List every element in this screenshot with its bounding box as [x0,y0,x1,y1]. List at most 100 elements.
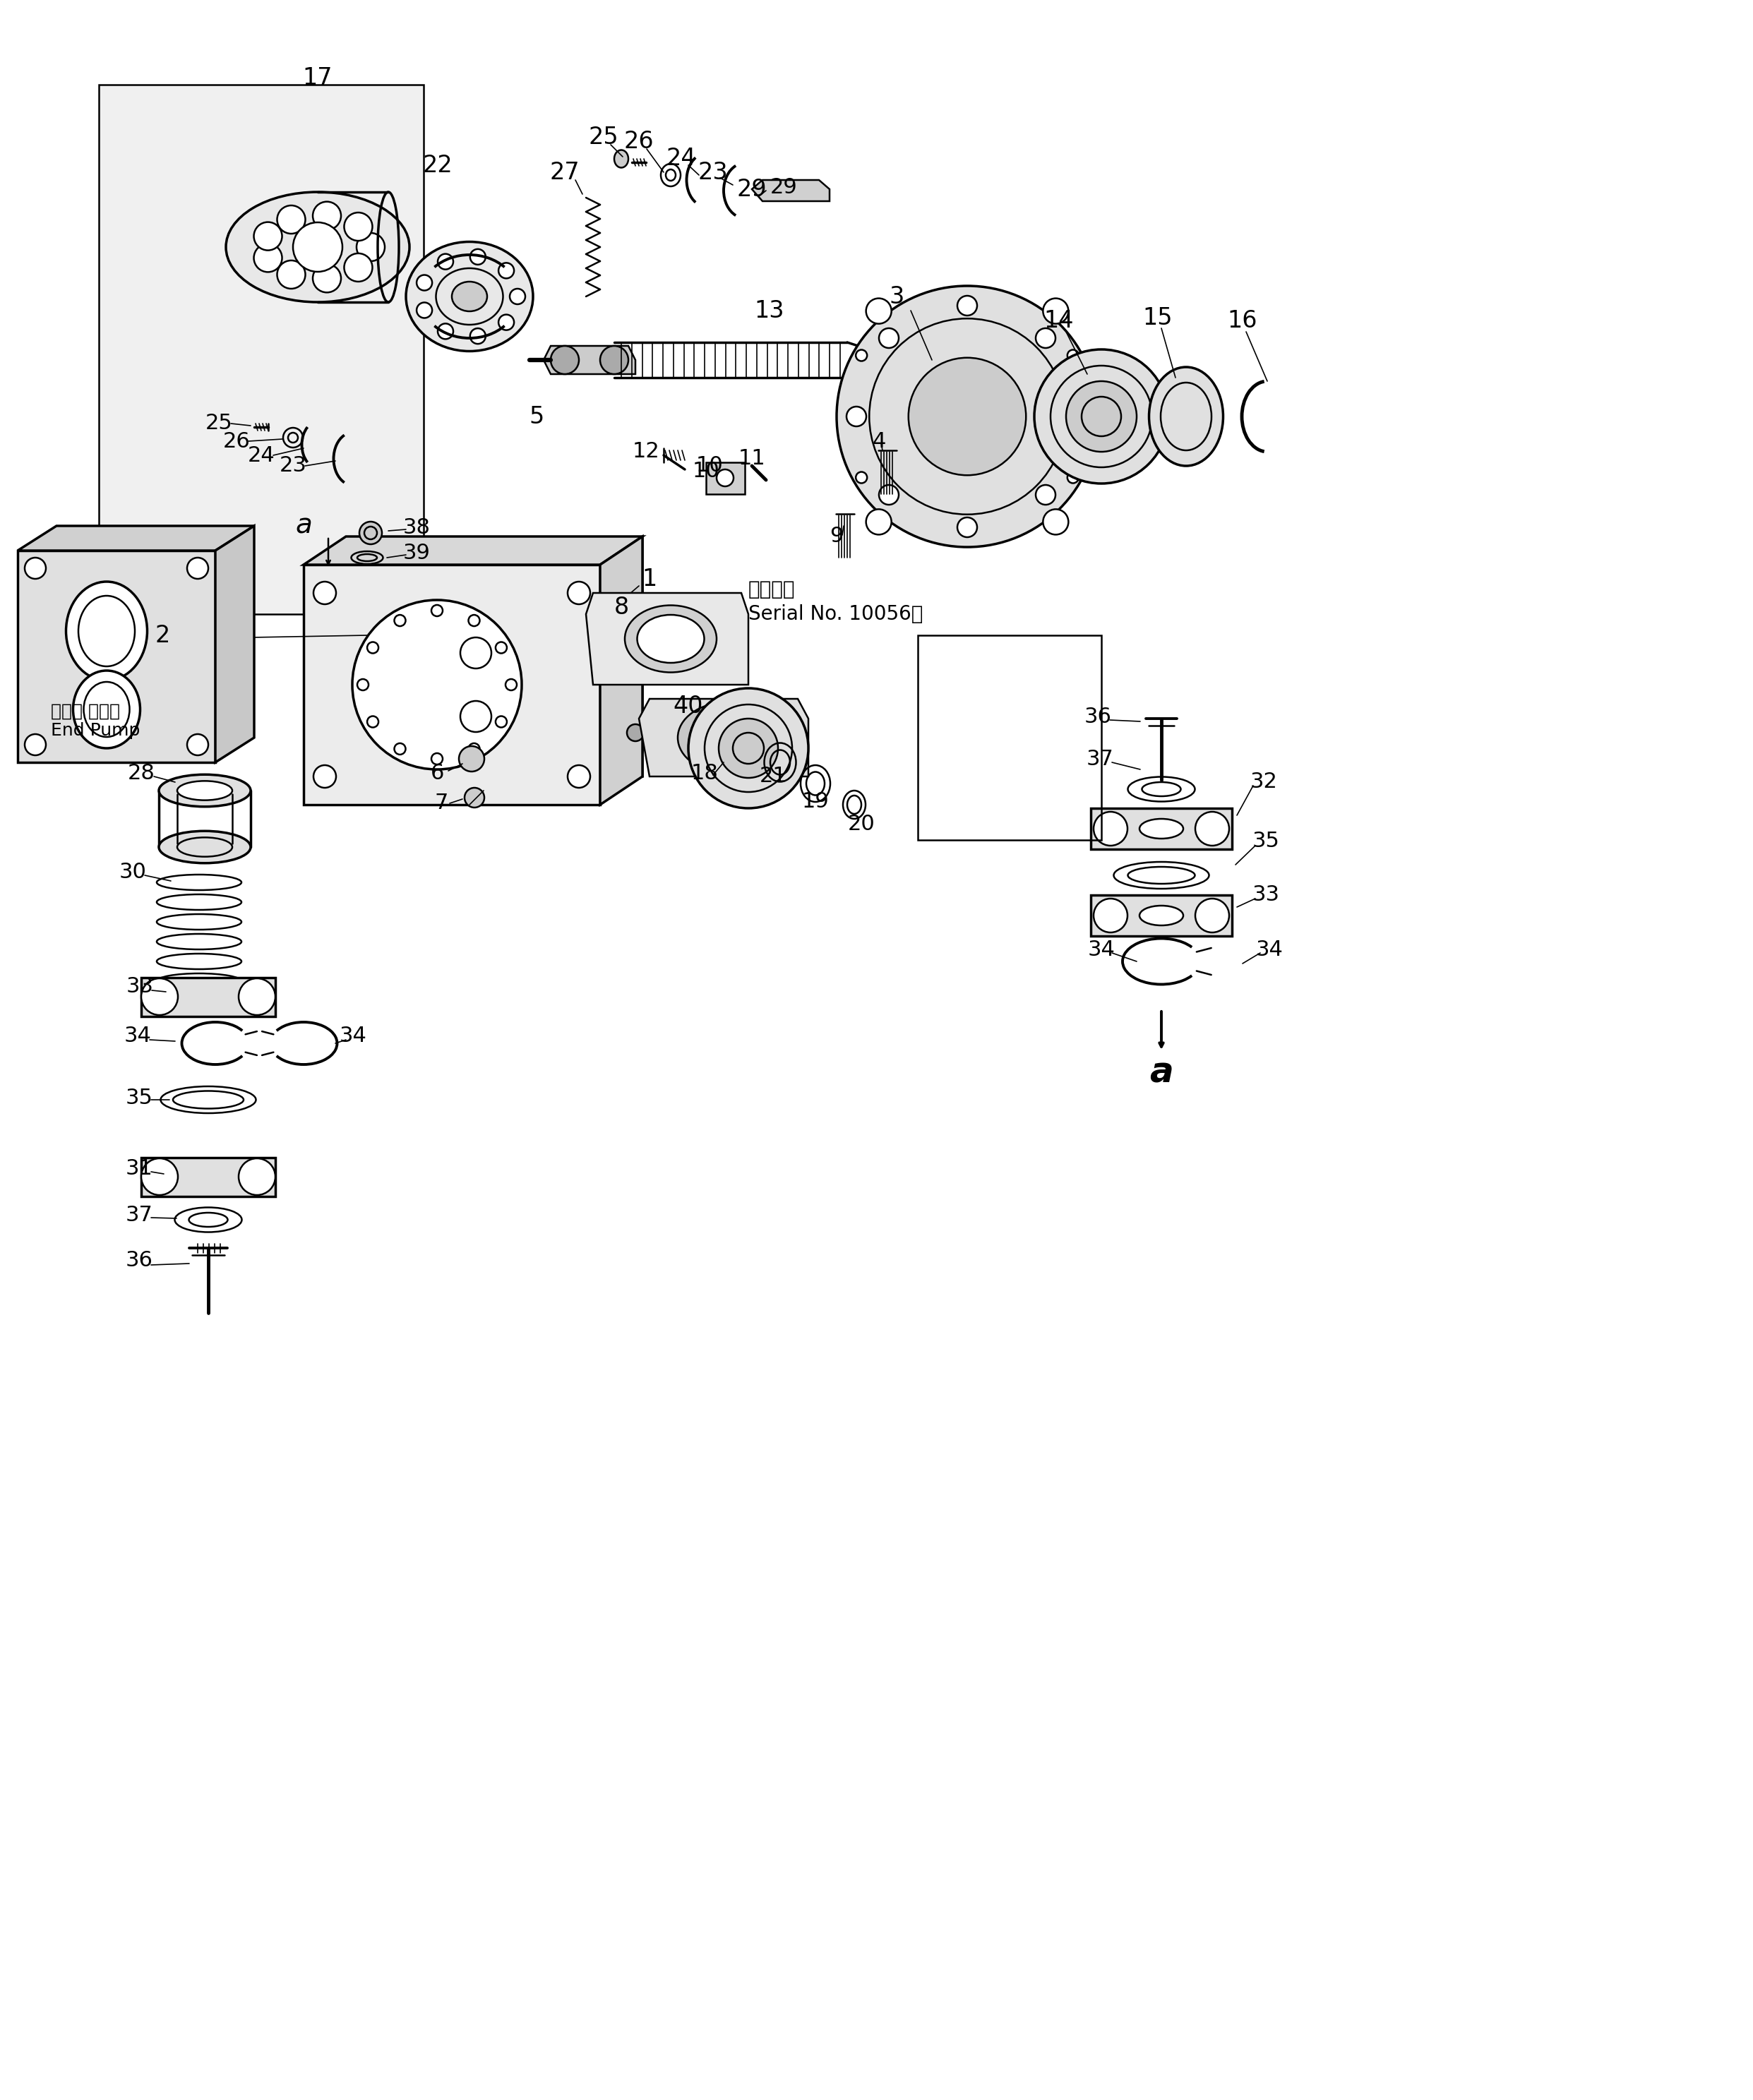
Circle shape [1094,899,1127,932]
Text: 34: 34 [124,1027,151,1046]
Circle shape [1036,485,1055,504]
Circle shape [459,746,484,771]
Text: 17: 17 [303,65,333,90]
Text: End Pump: End Pump [51,722,140,739]
Ellipse shape [160,775,251,806]
Circle shape [461,701,491,733]
Circle shape [438,323,454,338]
Circle shape [568,764,591,788]
Text: 34: 34 [1255,939,1283,960]
Text: 26: 26 [223,430,251,452]
Circle shape [293,223,342,271]
Text: 適用号機: 適用号機 [749,580,796,598]
Text: 18: 18 [691,762,719,783]
Circle shape [855,473,868,483]
Text: 28: 28 [128,762,154,783]
Circle shape [238,979,275,1014]
Text: 27: 27 [550,162,580,185]
Polygon shape [543,346,635,374]
Circle shape [498,262,514,279]
Circle shape [855,351,868,361]
Circle shape [496,716,507,727]
Ellipse shape [452,281,487,311]
Text: 9: 9 [829,527,843,546]
Circle shape [461,638,491,668]
Circle shape [431,605,444,615]
Circle shape [25,735,46,756]
Ellipse shape [868,349,896,370]
Circle shape [1196,899,1229,932]
Circle shape [344,212,372,242]
Text: 8: 8 [614,596,629,620]
Text: 30: 30 [119,861,147,882]
Text: 26: 26 [624,130,654,153]
Circle shape [366,643,379,653]
Polygon shape [303,536,642,565]
Circle shape [417,302,433,317]
Text: 25: 25 [205,414,233,435]
Circle shape [628,724,643,741]
Circle shape [957,296,976,315]
Text: 12: 12 [633,441,659,462]
Circle shape [352,601,522,769]
Circle shape [344,254,372,281]
Text: 37: 37 [1087,748,1113,769]
Circle shape [468,615,480,626]
Text: 2: 2 [154,624,170,647]
Ellipse shape [624,605,717,672]
Circle shape [1068,473,1078,483]
Circle shape [254,223,282,250]
Ellipse shape [1148,368,1224,466]
Circle shape [1068,351,1078,361]
Circle shape [314,582,337,605]
Bar [1090,895,1232,937]
Circle shape [358,678,368,691]
Circle shape [238,1159,275,1195]
Polygon shape [586,592,749,685]
Text: 39: 39 [403,542,429,563]
Text: 10: 10 [696,456,724,477]
Circle shape [277,206,305,233]
Circle shape [438,254,454,269]
Circle shape [600,346,628,374]
Text: 3: 3 [889,286,905,309]
Circle shape [1036,328,1055,349]
Text: 14: 14 [1045,309,1075,332]
Circle shape [878,328,899,349]
Text: 7: 7 [435,794,449,813]
Text: 35: 35 [1252,832,1280,853]
Text: 11: 11 [738,449,766,468]
Polygon shape [18,525,254,550]
Ellipse shape [691,712,763,762]
Circle shape [188,559,209,580]
Circle shape [510,288,526,304]
Text: エンド ポンプ: エンド ポンプ [51,704,119,720]
Circle shape [465,788,484,808]
Text: 40: 40 [673,695,703,718]
Text: 1: 1 [642,567,657,590]
Circle shape [1196,813,1229,846]
Circle shape [866,298,892,323]
Text: 31: 31 [126,1157,153,1178]
Text: 37: 37 [126,1205,153,1226]
Ellipse shape [1139,819,1183,838]
Text: 38: 38 [403,519,429,538]
Text: 15: 15 [1143,307,1173,330]
Ellipse shape [226,191,410,302]
Ellipse shape [74,670,140,748]
Text: 20: 20 [848,815,875,834]
Text: 5: 5 [529,405,543,428]
Circle shape [470,328,486,344]
Circle shape [1094,813,1127,846]
Text: 34: 34 [1087,939,1115,960]
Text: 24: 24 [666,147,696,170]
Ellipse shape [160,832,251,863]
Text: 4: 4 [873,430,885,452]
Circle shape [866,508,892,536]
Ellipse shape [614,149,628,168]
Text: 6: 6 [431,762,445,783]
Polygon shape [216,525,254,762]
Text: 36: 36 [126,1250,153,1270]
Text: 13: 13 [754,298,785,321]
Text: 34: 34 [340,1027,366,1046]
